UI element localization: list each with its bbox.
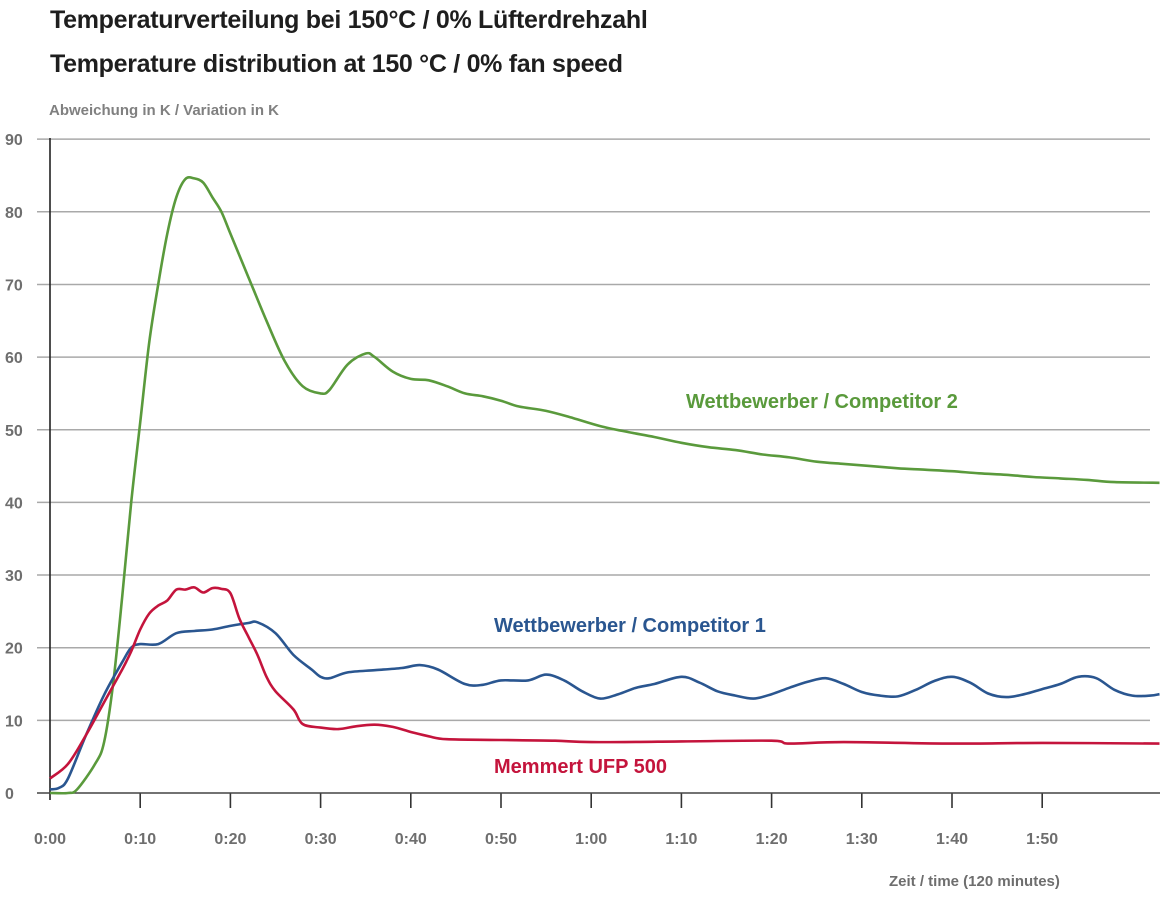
x-tick-label: 0:10 — [124, 831, 156, 848]
y-tick-label: 60 — [5, 350, 23, 367]
x-tick-label: 0:50 — [485, 831, 517, 848]
y-tick-label: 80 — [5, 205, 23, 222]
chart-title-english: Temperature distribution at 150 °C / 0% … — [50, 50, 623, 78]
series-lines — [49, 176, 1160, 795]
gridlines — [37, 138, 1150, 722]
y-axis-ticks: 0 10 20 30 40 50 60 70 80 90 — [5, 132, 23, 803]
series-memmert-ufp500-label: Memmert UFP 500 — [494, 756, 667, 778]
series-memmert-ufp500-line — [49, 586, 1160, 780]
y-tick-label: 10 — [5, 713, 23, 730]
y-tick-label: 40 — [5, 495, 23, 512]
y-tick-label: 90 — [5, 132, 23, 149]
x-tick-label: 0:20 — [214, 831, 246, 848]
series-competitor-2-label: Wettbewerber / Competitor 2 — [686, 391, 958, 413]
x-tick-label: 1:00 — [575, 831, 607, 848]
y-tick-label: 0 — [5, 786, 14, 803]
y-axis-label: Abweichung in K / Variation in K — [49, 102, 280, 119]
chart-title-german: Temperaturverteilung bei 150°C / 0% Lüft… — [50, 6, 648, 34]
x-tick-label: 1:30 — [846, 831, 878, 848]
x-axis-label: Zeit / time (120 minutes) — [889, 873, 1060, 890]
series-competitor-1-label: Wettbewerber / Competitor 1 — [494, 615, 766, 637]
x-tick-label: 0:00 — [34, 831, 66, 848]
x-tick-label: 1:40 — [936, 831, 968, 848]
y-tick-label: 20 — [5, 641, 23, 658]
x-axis-ticks: 0:00 0:10 0:20 0:30 0:40 0:50 1:00 1:10 1:20 1:30… — [34, 793, 1058, 848]
y-tick-label: 50 — [5, 423, 23, 440]
series-competitor-2-line — [49, 176, 1160, 795]
x-tick-label: 1:10 — [665, 831, 697, 848]
y-tick-label: 70 — [5, 277, 23, 294]
x-tick-label: 0:30 — [305, 831, 337, 848]
series-competitor-1-line — [49, 620, 1160, 791]
x-tick-label: 1:50 — [1026, 831, 1058, 848]
x-tick-label: 0:40 — [395, 831, 427, 848]
y-tick-label: 30 — [5, 568, 23, 585]
x-tick-label: 1:20 — [756, 831, 788, 848]
series-labels: Wettbewerber / Competitor 2 Wettbewerber … — [494, 391, 958, 778]
